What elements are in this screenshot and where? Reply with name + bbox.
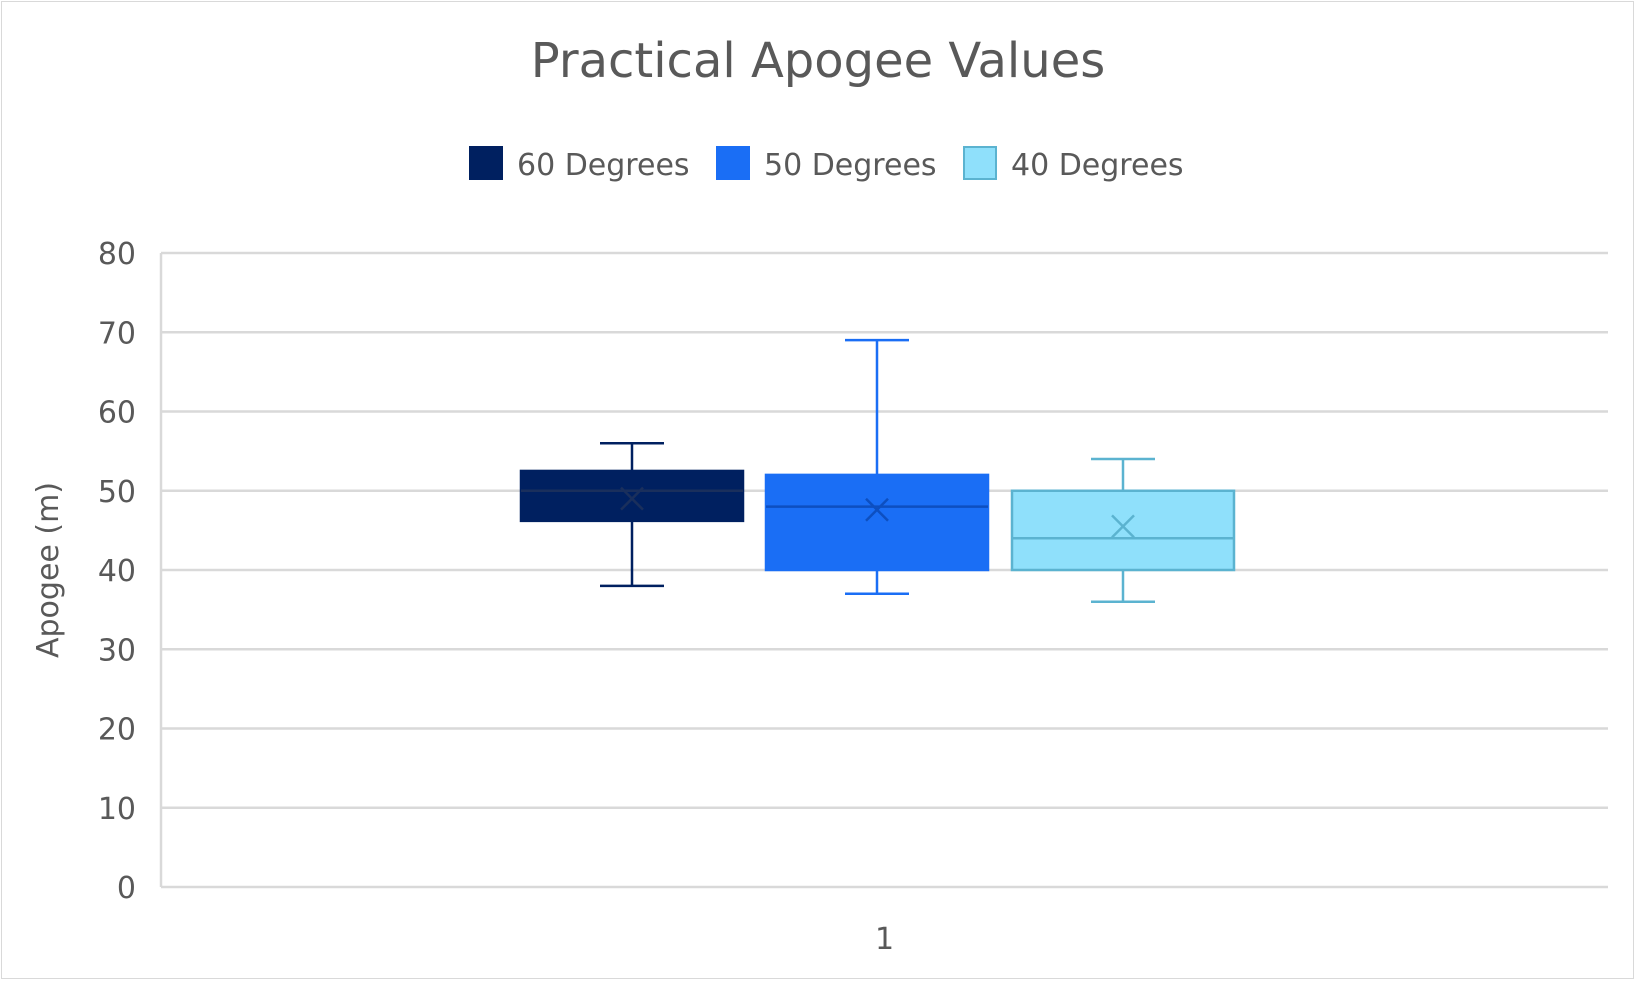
legend-swatch	[963, 146, 997, 180]
y-tick-label: 10	[98, 792, 136, 827]
iqr-box	[1010, 489, 1236, 572]
iqr-box	[519, 469, 745, 523]
legend-label: 40 Degrees	[1011, 148, 1184, 183]
mean-marker	[865, 497, 889, 522]
box-plot	[519, 441, 745, 588]
box-series	[519, 338, 1236, 603]
y-tick-label: 30	[98, 633, 136, 668]
mean-marker	[1111, 514, 1135, 539]
y-tick-label: 0	[117, 871, 136, 906]
y-axis-ticks: 0 10 20 30 40 50 60 70 80	[98, 237, 136, 906]
y-axis-title: Apogee (m)	[31, 482, 66, 658]
y-tick-label: 20	[98, 713, 136, 748]
gridlines	[159, 251, 1608, 889]
iqr-box	[764, 473, 990, 572]
x-tick-label: 1	[875, 922, 894, 957]
legend-item: 50 Degrees	[716, 146, 937, 183]
legend-swatch	[469, 146, 503, 180]
chart-title: Practical Apogee Values	[531, 33, 1105, 89]
box-plot	[764, 338, 990, 596]
legend: 60 Degrees 50 Degrees 40 Degrees	[469, 146, 1184, 183]
legend-swatch	[716, 146, 750, 180]
y-tick-label: 60	[98, 396, 136, 431]
mean-marker	[620, 486, 644, 511]
y-tick-label: 70	[98, 316, 136, 351]
legend-label: 60 Degrees	[517, 148, 690, 183]
y-tick-label: 50	[98, 475, 136, 510]
box-plot	[1010, 457, 1236, 603]
y-tick-label: 40	[98, 554, 136, 589]
legend-label: 50 Degrees	[764, 148, 937, 183]
y-tick-label: 80	[98, 237, 136, 272]
x-axis-ticks: 1	[875, 922, 894, 957]
legend-item: 60 Degrees	[469, 146, 690, 183]
legend-item: 40 Degrees	[963, 146, 1184, 183]
